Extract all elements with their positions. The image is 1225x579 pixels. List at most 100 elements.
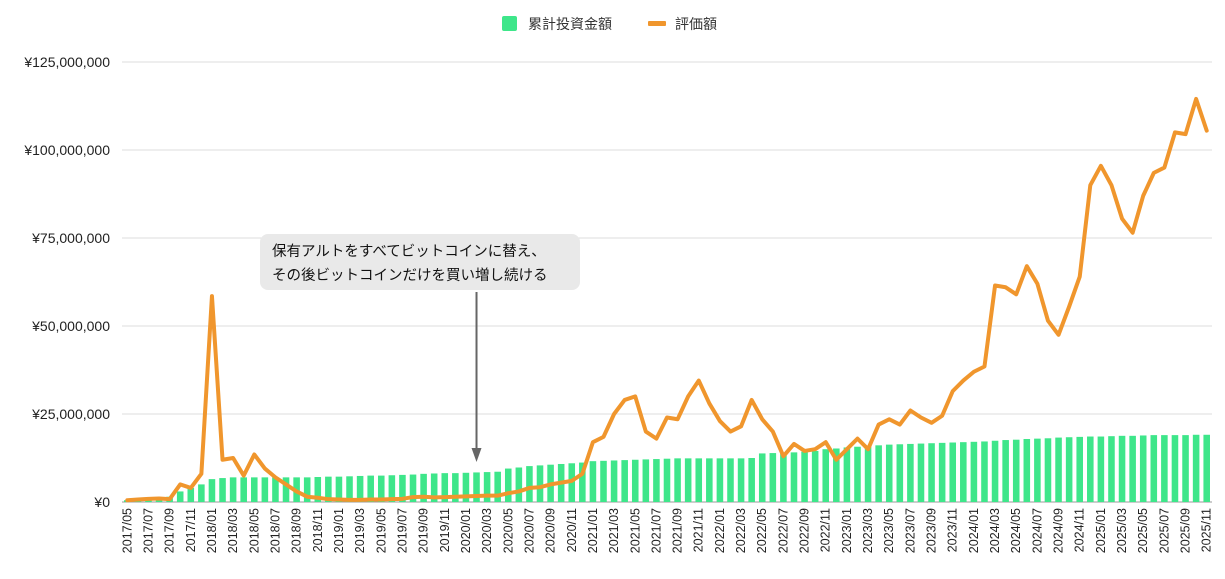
bar	[198, 484, 205, 502]
annotation-arrow-head	[471, 448, 482, 462]
bar	[251, 477, 258, 502]
x-tick-label: 2022/01	[713, 508, 727, 553]
annotation-line-2: その後ビットコインだけを買い増し続ける	[272, 267, 548, 284]
x-tick-label: 2018/11	[311, 508, 325, 552]
bar	[208, 479, 216, 502]
x-tick-label: 2024/11	[1073, 508, 1087, 552]
y-tick-label: ¥50,000,000	[31, 318, 110, 334]
bar	[801, 451, 808, 502]
x-tick-label: 2022/11	[819, 508, 833, 552]
x-tick-label: 2021/11	[692, 508, 706, 552]
x-tick-label: 2023/09	[925, 508, 939, 553]
bar	[875, 445, 882, 502]
bar	[885, 444, 893, 502]
bar	[991, 440, 999, 502]
legend-swatch-bar	[502, 16, 517, 31]
bar	[420, 473, 427, 502]
x-tick-label: 2025/09	[1179, 508, 1193, 553]
bar	[229, 477, 237, 502]
bar	[272, 477, 279, 502]
bar	[674, 458, 681, 502]
bar	[716, 458, 724, 502]
bar	[356, 475, 364, 502]
bar	[1161, 435, 1168, 502]
bar	[663, 458, 671, 502]
x-tick-label: 2025/07	[1157, 508, 1171, 553]
x-tick-label: 2020/11	[565, 508, 579, 552]
bar	[494, 471, 501, 502]
bar	[727, 458, 734, 502]
x-tick-label: 2017/11	[184, 508, 198, 552]
bar	[1012, 439, 1020, 502]
bar-series	[124, 434, 1210, 502]
x-tick-label: 2019/09	[417, 508, 431, 553]
x-tick-label: 2019/03	[353, 508, 367, 553]
annotation: 保有アルトをすべてビットコインに替え、 その後ビットコインだけを買い増し続ける	[260, 234, 580, 462]
bar	[1065, 437, 1073, 502]
x-tick-label: 2022/09	[798, 508, 812, 553]
bar	[1192, 434, 1200, 502]
bar	[1171, 435, 1179, 502]
bar	[282, 477, 290, 502]
y-tick-label: ¥75,000,000	[31, 230, 110, 246]
x-tick-label: 2022/05	[755, 508, 769, 553]
bar	[441, 473, 449, 502]
bar	[483, 472, 491, 502]
x-tick-label: 2023/11	[946, 508, 960, 552]
bar	[1129, 435, 1136, 502]
legend-swatch-line	[648, 21, 666, 26]
x-tick-label: 2019/01	[332, 508, 346, 553]
bar	[187, 487, 195, 502]
x-tick-label: 2020/01	[459, 508, 473, 553]
bar	[526, 466, 533, 502]
x-tick-label: 2019/05	[374, 508, 388, 553]
x-tick-label: 2021/01	[586, 508, 600, 553]
bar	[758, 453, 766, 502]
bar	[896, 444, 904, 502]
bar	[473, 472, 480, 502]
annotation-box	[260, 234, 580, 290]
line-series-path	[125, 96, 1209, 503]
y-tick-label: ¥0	[93, 494, 110, 510]
x-tick-label: 2017/07	[141, 508, 155, 553]
bar	[737, 458, 745, 502]
x-tick-label: 2020/03	[480, 508, 494, 553]
bar	[843, 447, 851, 502]
bar	[504, 468, 512, 502]
x-tick-label: 2024/05	[1009, 508, 1023, 553]
x-tick-label: 2021/05	[628, 508, 642, 553]
x-tick-label: 2017/09	[163, 508, 177, 553]
bar	[409, 474, 417, 502]
x-tick-label: 2024/09	[1052, 508, 1066, 553]
bar	[589, 461, 597, 502]
x-tick-label: 2023/03	[861, 508, 875, 553]
x-tick-label: 2023/07	[903, 508, 917, 553]
bar	[1055, 437, 1062, 502]
y-axis-ticks: ¥0 ¥25,000,000 ¥50,000,000 ¥75,000,000 ¥100,…	[23, 54, 110, 510]
y-tick-label: ¥25,000,000	[31, 406, 110, 422]
bar	[515, 467, 523, 502]
bar	[780, 452, 787, 502]
bar	[854, 446, 861, 502]
bar	[610, 460, 618, 502]
bar	[346, 476, 353, 502]
bar	[325, 476, 332, 502]
bar	[981, 441, 988, 502]
bar	[377, 475, 385, 502]
bar	[960, 442, 967, 502]
x-tick-label: 2021/07	[649, 508, 663, 553]
bar	[1044, 438, 1052, 502]
bar	[261, 477, 269, 502]
bar	[579, 462, 586, 502]
annotation-line-1: 保有アルトをすべてビットコインに替え、	[272, 243, 546, 260]
bar	[864, 445, 872, 502]
x-tick-label: 2023/01	[840, 508, 854, 553]
bar	[1097, 436, 1105, 502]
bar	[970, 441, 978, 502]
bar	[1076, 436, 1083, 502]
bar	[1150, 435, 1158, 502]
bar	[303, 477, 311, 502]
x-tick-label: 2018/09	[290, 508, 304, 553]
x-tick-label: 2021/03	[607, 508, 621, 553]
x-tick-label: 2025/05	[1136, 508, 1150, 553]
